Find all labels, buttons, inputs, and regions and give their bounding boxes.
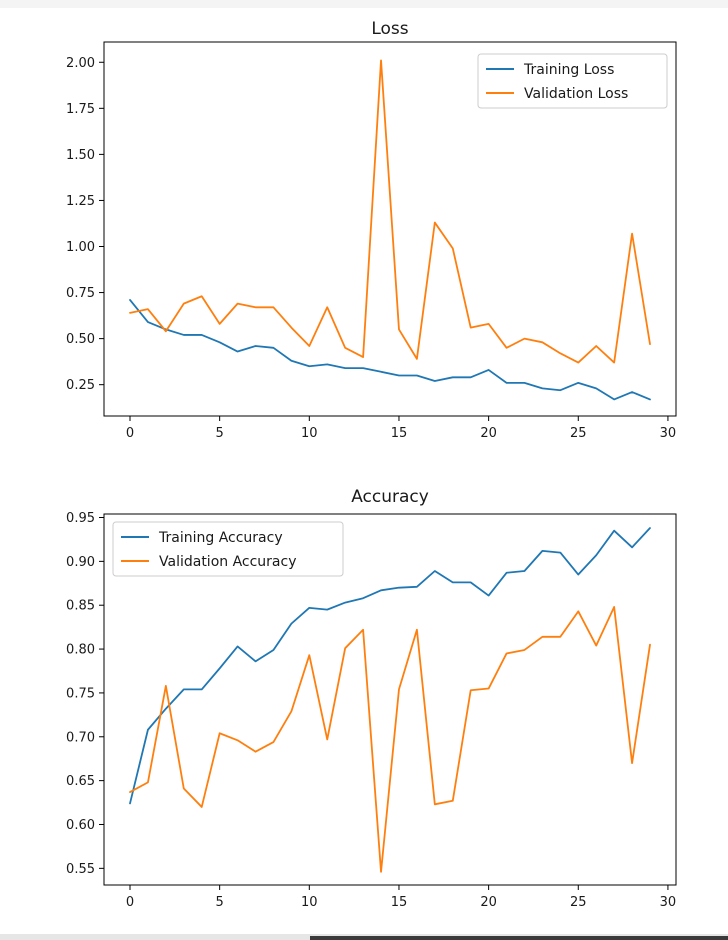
x-tick-label: 25 (570, 426, 587, 441)
legend-label: Training Loss (523, 62, 614, 78)
axes-frame (103, 513, 677, 886)
y-tick-label: 0.25 (66, 378, 95, 393)
x-tick-label: 20 (480, 895, 497, 910)
x-tick-label: 15 (391, 426, 408, 441)
x-tick-label: 20 (480, 426, 497, 441)
bottom-scrollbar-thumb[interactable] (310, 936, 728, 940)
legend-box (477, 53, 668, 109)
chart-title: Loss (371, 19, 408, 39)
series-line-validation-loss (129, 59, 651, 364)
y-tick-label: 1.50 (66, 148, 95, 163)
top-border-strip (0, 0, 728, 8)
y-tick-label: 0.80 (66, 643, 95, 658)
y-tick-label: 0.75 (66, 686, 95, 701)
x-tick-label: 5 (216, 895, 224, 910)
legend-box (112, 521, 344, 577)
y-tick-label: 1.25 (66, 194, 95, 209)
y-tick-label: 0.50 (66, 332, 95, 347)
x-tick-label: 30 (660, 426, 677, 441)
x-tick-label: 10 (301, 895, 318, 910)
series-line-validation-accuracy (129, 606, 651, 873)
accuracy-chart: Accuracy 0 5 10 15 20 25 30 0.55 0.60 0.65 0.70 0.75… (66, 487, 677, 910)
series-line-training-loss (129, 299, 651, 401)
y-tick-label: 0.85 (66, 599, 95, 614)
chart-title: Accuracy (351, 487, 429, 507)
y-tick-label: 0.75 (66, 286, 95, 301)
series-line-training-accuracy (129, 527, 651, 805)
x-tick-label: 25 (570, 895, 587, 910)
x-tick-label: 15 (391, 895, 408, 910)
legend-label: Training Accuracy (158, 530, 283, 546)
y-tick-label: 0.70 (66, 730, 95, 745)
y-tick-label: 2.00 (66, 56, 95, 71)
loss-chart: Loss 0 5 10 15 20 25 30 0.25 0.50 0.75 1.00 1.25 1.50… (66, 19, 677, 441)
y-tick-label: 1.75 (66, 102, 95, 117)
y-tick-label: 0.90 (66, 555, 95, 570)
legend-label: Validation Accuracy (159, 554, 297, 570)
x-tick-label: 0 (126, 426, 134, 441)
y-tick-label: 0.55 (66, 862, 95, 877)
y-tick-label: 1.00 (66, 240, 95, 255)
chart-legend: Training Loss Validation Loss (477, 53, 668, 109)
x-tick-label: 30 (660, 895, 677, 910)
x-tick-label: 0 (126, 895, 134, 910)
x-tick-label: 5 (216, 426, 224, 441)
y-tick-label: 0.95 (66, 511, 95, 526)
y-tick-label: 0.65 (66, 774, 95, 789)
x-tick-label: 10 (301, 426, 318, 441)
y-tick-label: 0.60 (66, 818, 95, 833)
chart-legend: Training Accuracy Validation Accuracy (112, 521, 344, 577)
legend-label: Validation Loss (524, 86, 628, 102)
axes-frame (103, 41, 677, 417)
